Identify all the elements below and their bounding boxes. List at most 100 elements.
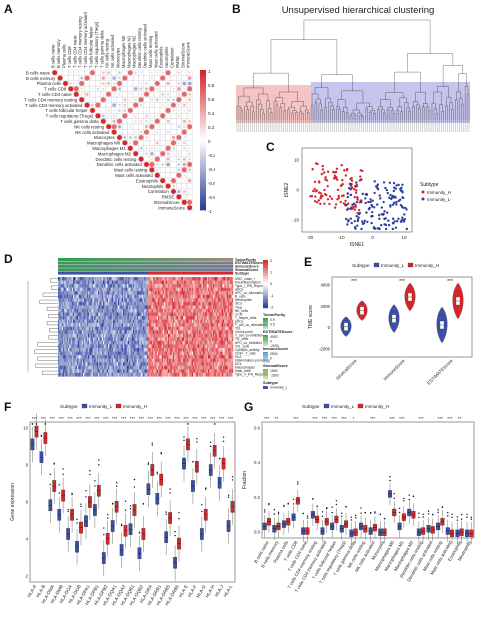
annotation-cell bbox=[228, 268, 230, 272]
annotation-cell bbox=[130, 264, 132, 268]
dendrogram-branch bbox=[324, 107, 327, 120]
corr-dot bbox=[91, 87, 94, 90]
corr-dot bbox=[171, 178, 176, 184]
annotation-cell bbox=[98, 271, 100, 275]
matrix-cell bbox=[143, 140, 150, 146]
corr-dot bbox=[112, 82, 116, 85]
tsne-point-h bbox=[326, 198, 330, 201]
corr-dot bbox=[144, 87, 149, 91]
heatmap-cell bbox=[90, 333, 92, 338]
heatmap-cell bbox=[155, 330, 157, 334]
annotation-cell bbox=[211, 271, 214, 275]
annotation-cell bbox=[76, 261, 79, 265]
heatmap-cell bbox=[95, 294, 97, 299]
heatmap-cell bbox=[134, 330, 136, 334]
annotation-cell bbox=[184, 271, 186, 275]
heatmap-cell bbox=[65, 287, 67, 292]
heatmap-cell bbox=[141, 326, 144, 331]
heatmap-cell bbox=[105, 277, 107, 281]
matrix-cell bbox=[143, 69, 150, 76]
heatmap-cell bbox=[229, 284, 231, 288]
matrix-cell bbox=[165, 172, 171, 179]
legend-key-l bbox=[421, 197, 425, 201]
heatmap-cell bbox=[143, 308, 145, 313]
corr-dot bbox=[133, 102, 139, 108]
annotation-cell bbox=[183, 268, 185, 272]
tsne-point-l bbox=[346, 195, 350, 199]
heatmap-cell bbox=[156, 294, 159, 299]
corr-dot bbox=[79, 97, 85, 103]
heatmap-cell bbox=[88, 333, 90, 338]
heatmap-cell bbox=[180, 308, 182, 313]
tsne-point-l bbox=[378, 217, 381, 221]
matrix-cell bbox=[165, 86, 171, 92]
heatmap-cell bbox=[65, 330, 67, 334]
heatmap-cell bbox=[103, 348, 105, 352]
annotation-cell bbox=[59, 264, 61, 268]
heatmap-cell bbox=[229, 280, 231, 285]
tsne-point-l bbox=[369, 198, 372, 201]
corr-dot bbox=[133, 140, 139, 146]
heatmap-cell bbox=[76, 301, 79, 306]
heatmap-cell bbox=[150, 308, 152, 313]
heatmap-cell bbox=[219, 337, 221, 342]
heatmap-cell bbox=[103, 344, 105, 349]
heatmap-cell bbox=[169, 287, 171, 292]
heatmap-cell bbox=[146, 301, 149, 306]
heatmap-cell bbox=[114, 330, 116, 334]
x-tick: -20 bbox=[307, 235, 314, 240]
heatmap-cell bbox=[79, 351, 81, 356]
heatmap-cell bbox=[221, 287, 224, 292]
heatmap-cell bbox=[173, 330, 175, 334]
heatmap-cell bbox=[99, 351, 101, 356]
heatmap-cell bbox=[225, 308, 227, 313]
heatmap-cell bbox=[185, 323, 187, 327]
heatmap-cell bbox=[144, 294, 146, 299]
heatmap-cell bbox=[186, 305, 189, 310]
annotation-cell bbox=[195, 264, 197, 268]
heatmap-cell bbox=[86, 312, 89, 317]
heatmap-cell bbox=[149, 301, 151, 306]
heatmap-cell bbox=[74, 319, 76, 324]
heatmap-cell bbox=[140, 323, 142, 327]
heatmap-cell bbox=[154, 326, 156, 331]
annotation-cell bbox=[213, 264, 215, 268]
matrix-cell bbox=[159, 80, 166, 87]
heatmap-cell bbox=[163, 333, 165, 338]
dendrogram-branch bbox=[392, 113, 396, 120]
heatmap-cell bbox=[179, 280, 181, 285]
heatmap-cell bbox=[165, 319, 167, 324]
heatmap-cell bbox=[84, 308, 86, 313]
heatmap-cell bbox=[214, 333, 216, 338]
heatmap-cell bbox=[191, 326, 194, 331]
heatmap-cell bbox=[120, 277, 122, 281]
heatmap-cell bbox=[96, 301, 99, 306]
heatmap-cell bbox=[99, 308, 101, 313]
heatmap-cell bbox=[138, 323, 140, 327]
heatmap-cell bbox=[204, 348, 206, 352]
heatmap-cell bbox=[189, 277, 191, 281]
heatmap-cell bbox=[115, 280, 117, 285]
heatmap-cell bbox=[168, 291, 170, 295]
heatmap-cell bbox=[206, 301, 209, 306]
heatmap-cell bbox=[66, 326, 69, 331]
heatmap-cell bbox=[73, 294, 75, 299]
corr-dot bbox=[96, 87, 100, 91]
colorbar-step bbox=[200, 190, 206, 194]
annotation-cell bbox=[141, 258, 144, 261]
heatmap-cell bbox=[94, 319, 96, 324]
heatmap-cell bbox=[146, 291, 149, 295]
heatmap-cell bbox=[79, 344, 81, 349]
heatmap-cell bbox=[148, 348, 150, 352]
heatmap-cell bbox=[213, 280, 215, 285]
heatmap-cell bbox=[83, 277, 85, 281]
tsne-point-h bbox=[313, 187, 316, 191]
corr-dot bbox=[117, 135, 122, 140]
col-label: T cells CD4 memory resting bbox=[78, 16, 83, 68]
corr-dot bbox=[187, 199, 193, 205]
tsne-point-l bbox=[349, 188, 352, 191]
heatmap-cell bbox=[209, 340, 211, 345]
heatmap-cell bbox=[85, 340, 87, 345]
heatmap-cell bbox=[204, 287, 206, 292]
heatmap-cell bbox=[86, 351, 89, 356]
